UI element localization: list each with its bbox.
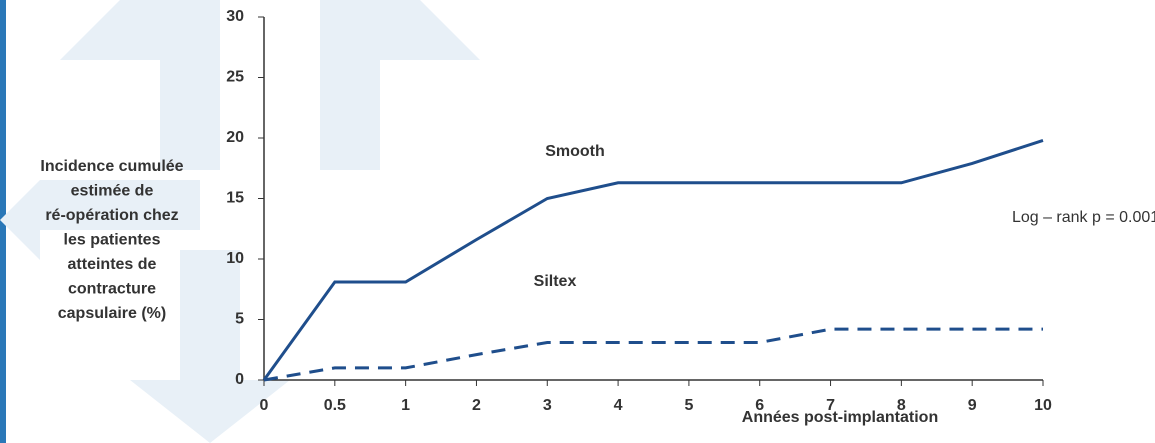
data-line [262, 138, 1044, 381]
x-tick-label: 8 [897, 397, 906, 414]
y-axis-title: les patientes [64, 232, 161, 249]
series-label: Smooth [545, 143, 605, 160]
y-axis-title: atteintes de [68, 256, 157, 273]
x-tick-label: 9 [968, 397, 977, 414]
y-tick-label: 25 [226, 69, 244, 86]
x-tick-label: 0.5 [324, 397, 346, 414]
x-tick-label: 4 [614, 397, 623, 414]
y-tick-label: 15 [226, 190, 244, 207]
x-tick-label: 6 [755, 397, 764, 414]
y-tick-label: 10 [226, 250, 244, 267]
y-tick-label: 30 [226, 8, 244, 25]
x-tick-label: 0 [260, 397, 269, 414]
y-axis-title: contracture [68, 281, 156, 298]
decoration [0, 0, 480, 443]
series-label: Siltex [534, 273, 577, 290]
y-axis-title: ré-opération chez [45, 207, 178, 224]
x-tick-label: 3 [543, 397, 552, 414]
y-tick-label: 0 [235, 371, 244, 388]
y-axis-title: Incidence cumulée [40, 158, 183, 175]
y-axis-title: estimée de [71, 183, 154, 200]
data-line [263, 327, 1043, 382]
y-tick-label: 5 [235, 311, 244, 328]
annotation: Log – rank p = 0.0016 [1012, 209, 1155, 226]
deco-arrow [130, 250, 290, 443]
x-tick-label: 5 [684, 397, 693, 414]
deco-arrow [0, 180, 200, 260]
x-axis-title: Années post-implantation [742, 409, 938, 426]
x-tick-label: 10 [1034, 397, 1052, 414]
x-tick-label: 2 [472, 397, 481, 414]
deco-arrow [320, 0, 480, 170]
deco-arrow [60, 0, 220, 170]
x-tick-label: 1 [401, 397, 410, 414]
y-tick-label: 20 [226, 129, 244, 146]
y-axis-title: capsulaire (%) [58, 305, 166, 322]
x-tick-label: 7 [826, 397, 835, 414]
